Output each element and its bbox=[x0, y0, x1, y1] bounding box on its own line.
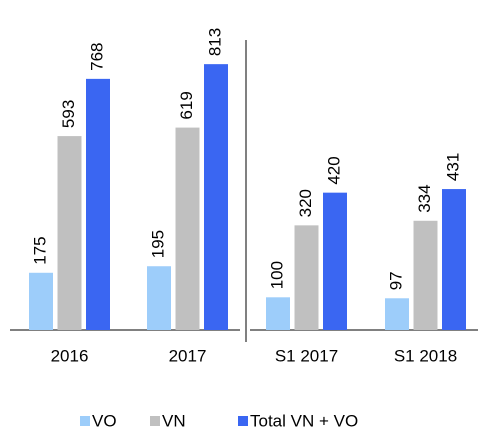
x-tick-label: 2017 bbox=[169, 346, 207, 365]
bar bbox=[442, 189, 466, 330]
legend-swatch bbox=[150, 416, 160, 426]
bar bbox=[57, 136, 82, 330]
x-tick-label: 2016 bbox=[51, 346, 89, 365]
bar bbox=[323, 192, 347, 330]
legend-swatch bbox=[80, 416, 90, 426]
bar bbox=[175, 127, 200, 330]
legend-label: Total VN + VO bbox=[250, 411, 358, 430]
bar bbox=[413, 220, 438, 330]
value-label: 431 bbox=[443, 153, 462, 181]
bar bbox=[147, 266, 171, 330]
value-label: 175 bbox=[30, 236, 49, 264]
value-label: 334 bbox=[415, 184, 434, 212]
bar bbox=[294, 225, 319, 330]
x-tick-label: S1 2018 bbox=[394, 346, 457, 365]
legend-label: VO bbox=[92, 411, 117, 430]
value-label: 195 bbox=[148, 230, 167, 258]
value-label: 420 bbox=[324, 156, 343, 184]
value-label: 619 bbox=[177, 91, 196, 119]
bar bbox=[385, 298, 409, 330]
x-tick-label: S1 2017 bbox=[275, 346, 338, 365]
value-label: 320 bbox=[296, 189, 315, 217]
value-label: 97 bbox=[386, 271, 405, 290]
bar bbox=[266, 297, 290, 330]
value-label: 813 bbox=[205, 28, 224, 56]
legend-swatch bbox=[238, 416, 248, 426]
bar bbox=[29, 272, 53, 330]
value-label: 593 bbox=[59, 100, 78, 128]
bar bbox=[204, 64, 228, 331]
bar bbox=[86, 78, 110, 330]
value-label: 100 bbox=[267, 261, 286, 289]
value-label: 768 bbox=[87, 42, 106, 70]
legend-label: VN bbox=[162, 411, 186, 430]
